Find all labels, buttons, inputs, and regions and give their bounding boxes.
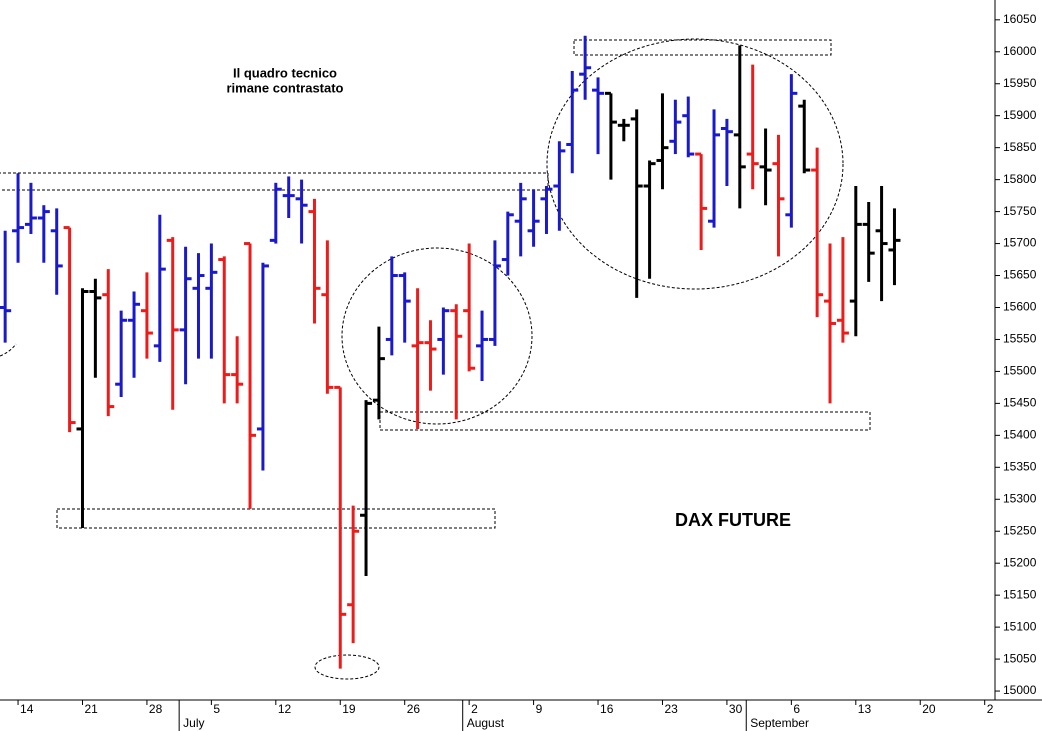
x-tick-label: 21 bbox=[84, 702, 98, 716]
y-tick-label: 15350 bbox=[1003, 459, 1037, 473]
chart-title: DAX FUTURE bbox=[675, 510, 791, 530]
highlight-arc bbox=[0, 343, 17, 357]
y-tick-label: 16000 bbox=[1003, 44, 1037, 58]
x-tick-label: 2 bbox=[987, 702, 994, 716]
x-tick-label: 16 bbox=[600, 702, 614, 716]
note-line: Il quadro tecnico bbox=[233, 65, 337, 80]
y-tick-label: 15950 bbox=[1003, 76, 1037, 90]
y-tick-label: 15900 bbox=[1003, 108, 1037, 122]
y-tick-label: 15150 bbox=[1003, 587, 1037, 601]
bars bbox=[0, 35, 901, 669]
x-tick-label: 28 bbox=[149, 702, 163, 716]
top-band bbox=[573, 39, 832, 56]
y-tick-label: 15200 bbox=[1003, 555, 1037, 569]
y-tick-label: 15600 bbox=[1003, 300, 1037, 314]
y-tick-label: 15650 bbox=[1003, 268, 1037, 282]
month-label: August bbox=[467, 716, 505, 730]
support-band bbox=[56, 508, 496, 529]
y-tick-label: 15100 bbox=[1003, 619, 1037, 633]
x-tick-label: 19 bbox=[342, 702, 356, 716]
highlight-ellipse bbox=[546, 38, 844, 290]
x-tick-label: 5 bbox=[213, 702, 220, 716]
resistance-band bbox=[0, 172, 549, 191]
y-tick-label: 15450 bbox=[1003, 396, 1037, 410]
y-tick-label: 15400 bbox=[1003, 428, 1037, 442]
x-tick-label: 6 bbox=[793, 702, 800, 716]
y-tick-label: 15750 bbox=[1003, 204, 1037, 218]
highlight-ellipse bbox=[341, 247, 533, 425]
x-tick-label: 14 bbox=[20, 702, 34, 716]
note-line: rimane contrastato bbox=[226, 80, 343, 95]
support-resistance-boxes bbox=[0, 38, 871, 680]
x-tick-label: 2 bbox=[471, 702, 478, 716]
y-tick-label: 15000 bbox=[1003, 683, 1037, 697]
month-label: July bbox=[183, 716, 204, 730]
x-tick-label: 26 bbox=[407, 702, 421, 716]
y-tick-label: 15800 bbox=[1003, 172, 1037, 186]
highlight-ellipse bbox=[314, 654, 380, 680]
y-tick-label: 15050 bbox=[1003, 651, 1037, 665]
y-tick-label: 15700 bbox=[1003, 236, 1037, 250]
y-tick-label: 15850 bbox=[1003, 140, 1037, 154]
month-label: September bbox=[750, 716, 809, 730]
x-tick-label: 12 bbox=[278, 702, 292, 716]
x-tick-label: 23 bbox=[664, 702, 678, 716]
y-tick-label: 16050 bbox=[1003, 12, 1037, 26]
y-tick-label: 15500 bbox=[1003, 364, 1037, 378]
y-tick-label: 15300 bbox=[1003, 491, 1037, 505]
x-tick-label: 13 bbox=[858, 702, 872, 716]
y-tick-label: 15250 bbox=[1003, 523, 1037, 537]
x-tick-label: 20 bbox=[922, 702, 936, 716]
y-tick-label: 15550 bbox=[1003, 332, 1037, 346]
support-band bbox=[379, 411, 871, 431]
x-tick-label: 9 bbox=[536, 702, 543, 716]
x-tick-label: 30 bbox=[729, 702, 743, 716]
